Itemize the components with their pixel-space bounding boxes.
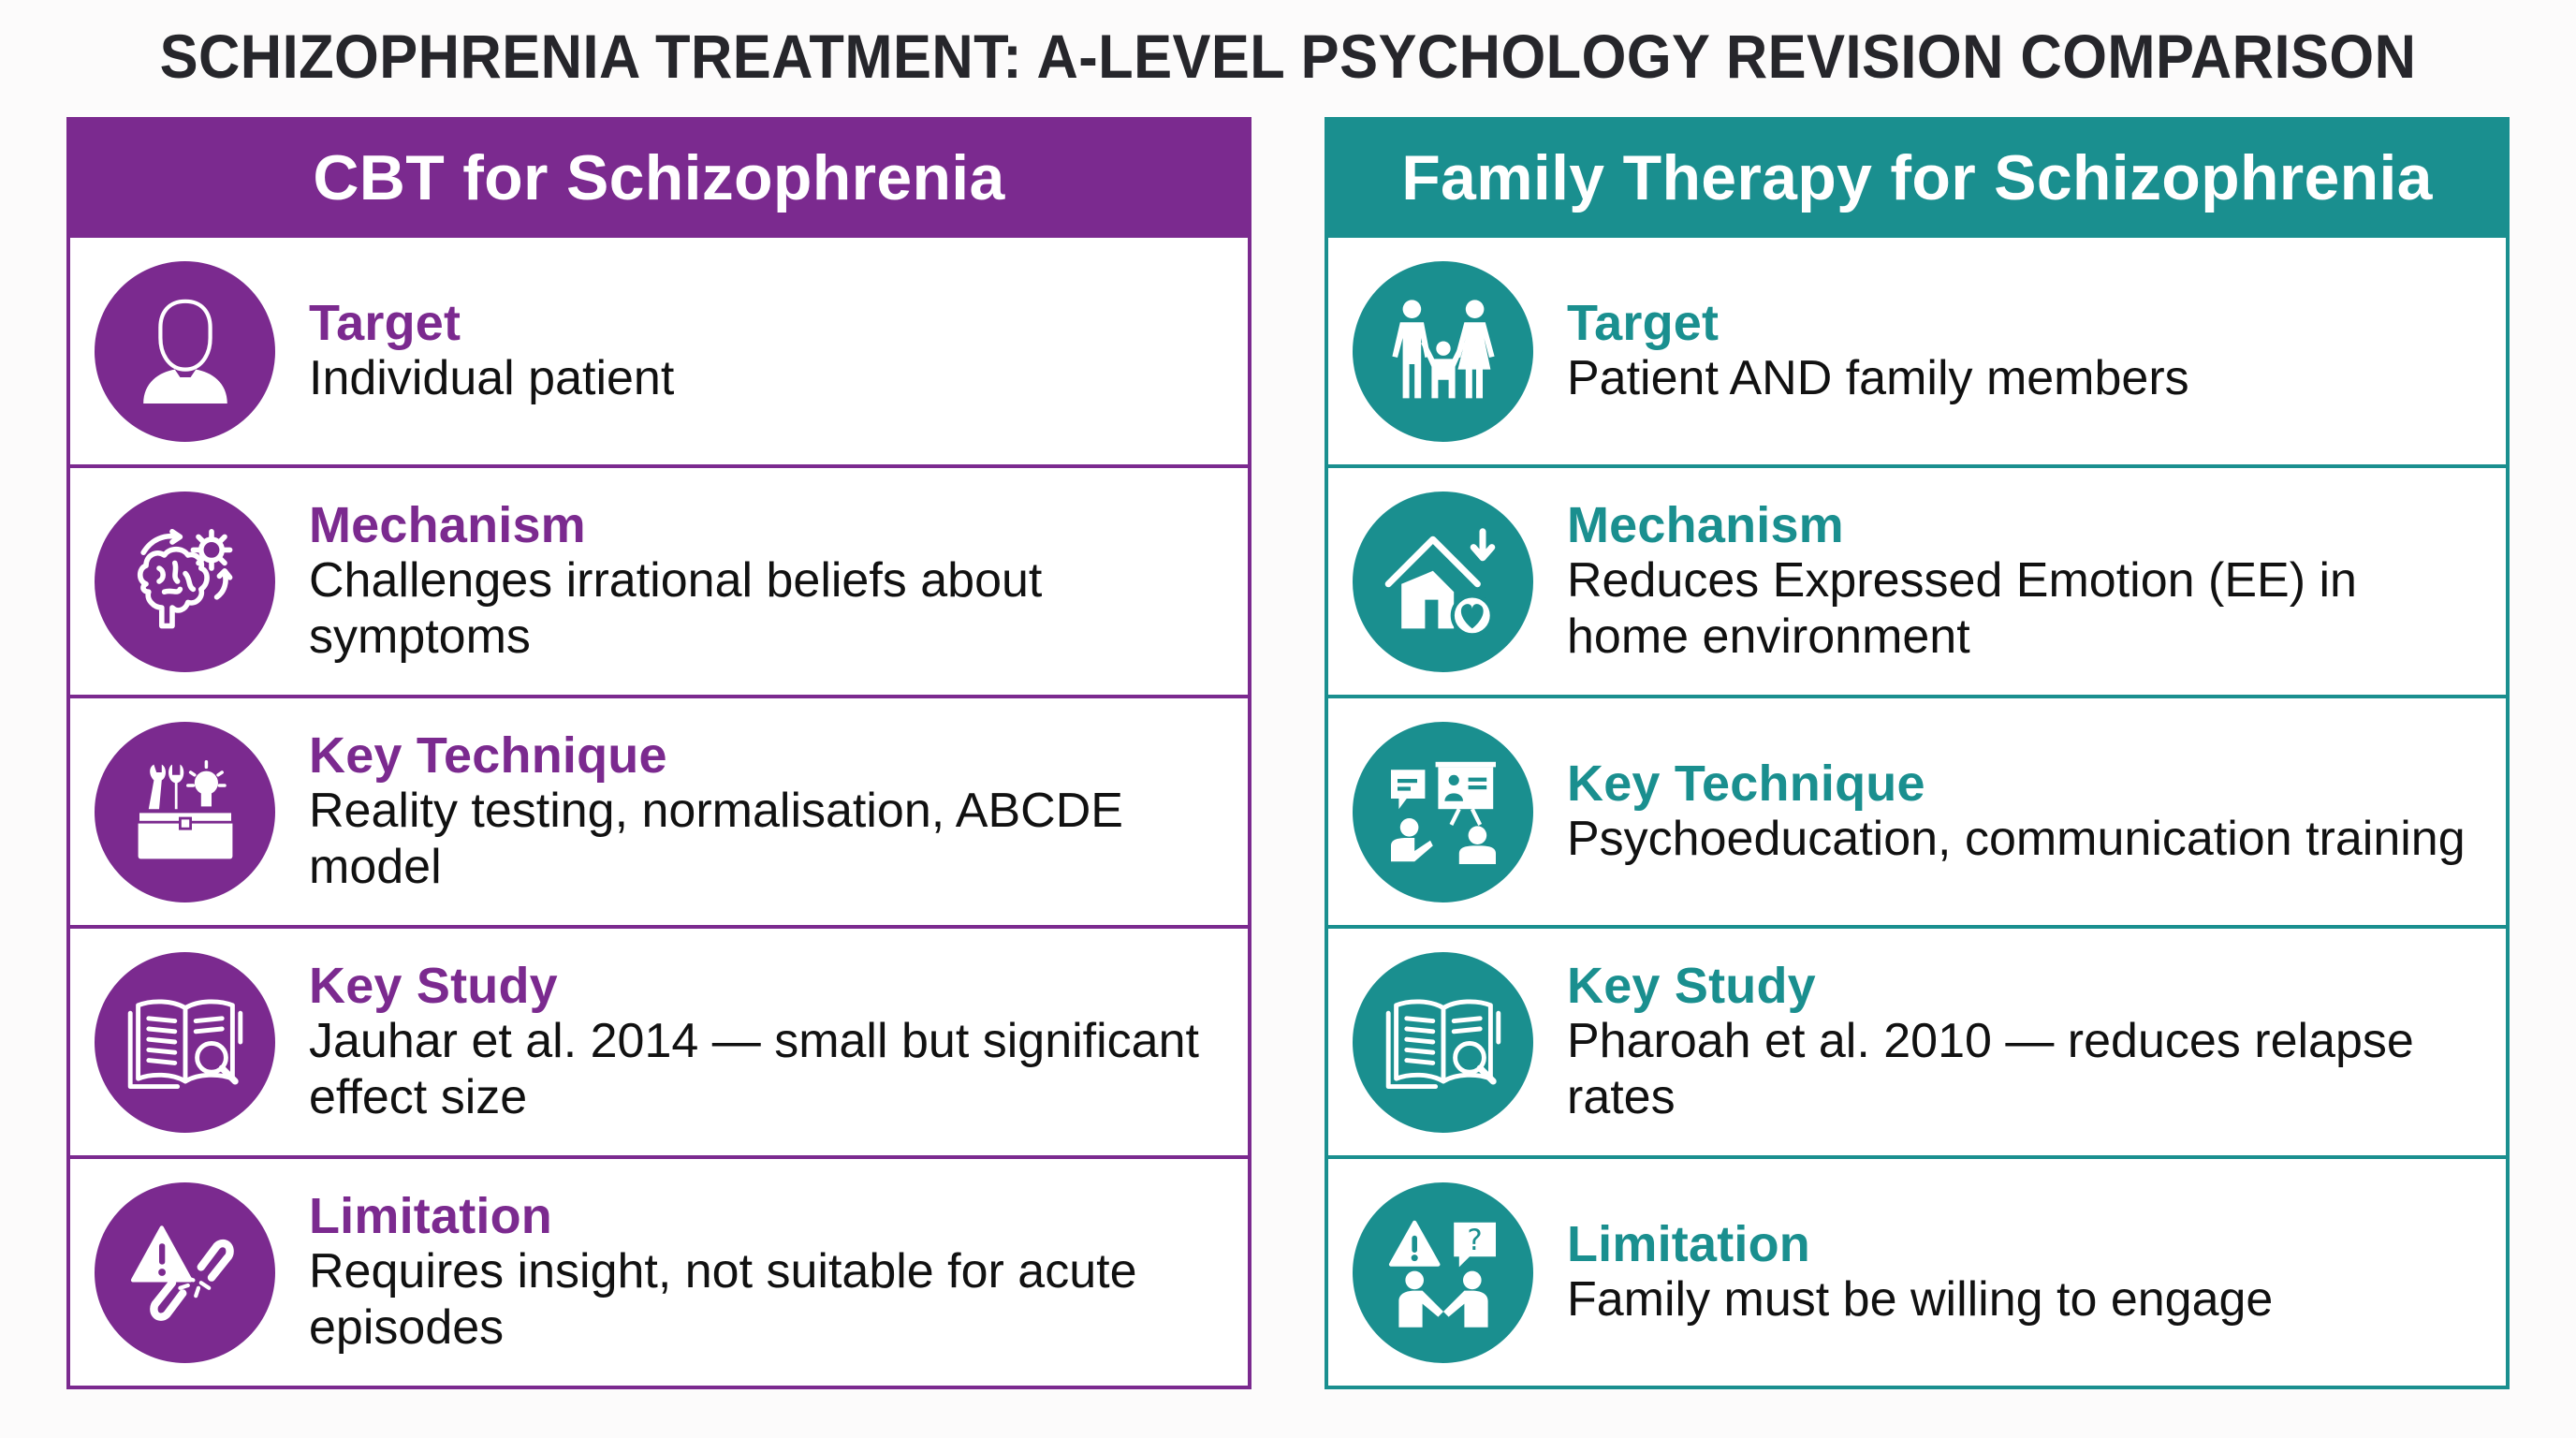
cbt-rows: Target Individual patient Mechanism [70,234,1248,1386]
book-magnifier-icon [1353,951,1533,1133]
cbt-row-key-technique: Key Technique Reality testing, normalisa… [70,695,1248,925]
row-value: Reduces Expressed Emotion (EE) in home e… [1567,553,2357,665]
family-row-mechanism: Mechanism Reduces Expressed Emotion (EE)… [1328,464,2506,695]
warning-broken-link-icon [95,1181,275,1363]
warning-question-handshake-icon: ? [1353,1181,1533,1363]
family-therapy-panel-heading: Family Therapy for Schizophrenia [1328,121,2506,234]
family-row-target: Target Patient AND family members [1328,234,2506,464]
row-value: Psychoeducation, communication training [1567,812,2466,867]
row-label: Key Technique [309,726,667,784]
book-magnifier-icon [95,951,275,1133]
family-therapy-rows: Target Patient AND family members Mechan… [1328,234,2506,1386]
family-row-key-technique: Key Technique Psychoeducation, communica… [1328,695,2506,925]
family-row-limitation: ? Limitation Family must be willing to e… [1328,1155,2506,1386]
row-value: Family must be willing to engage [1567,1272,2274,1328]
row-label: Limitation [309,1187,552,1244]
person-icon [95,260,275,442]
cbt-panel-heading: CBT for Schizophrenia [70,121,1248,234]
row-value: Patient AND family members [1567,351,2189,406]
row-label: Target [309,294,461,351]
family-row-key-study: Key Study Pharoah et al. 2010 — reduces … [1328,925,2506,1155]
brain-gears-icon [95,491,275,672]
family-therapy-panel: Family Therapy for Schizophrenia Target … [1325,117,2510,1389]
row-value: Individual patient [309,351,675,406]
cbt-row-target: Target Individual patient [70,234,1248,464]
cbt-row-key-study: Key Study Jauhar et al. 2014 — small but… [70,925,1248,1155]
cbt-row-mechanism: Mechanism Challenges irrational beliefs … [70,464,1248,695]
row-value: Reality testing, normalisation, ABCDE mo… [309,784,1123,895]
cbt-row-limitation: Limitation Requires insight, not suitabl… [70,1155,1248,1386]
row-label: Mechanism [309,496,586,553]
row-label: Mechanism [1567,496,1844,553]
svg-text:?: ? [1467,1224,1482,1257]
home-heart-icon [1353,491,1533,672]
presentation-conversation-icon [1353,721,1533,902]
row-value: Challenges irrational beliefs about symp… [309,553,1043,665]
row-value: Jauhar et al. 2014 — small but significa… [309,1014,1199,1125]
page-title: SCHIZOPHRENIA TREATMENT: A-LEVEL PSYCHOL… [159,22,2417,91]
toolbox-lightbulb-icon [95,721,275,902]
row-label: Target [1567,294,1720,351]
row-label: Key Technique [1567,755,1925,812]
row-label: Key Study [309,957,558,1014]
row-value: Requires insight, not suitable for acute… [309,1244,1137,1356]
family-icon [1353,260,1533,442]
cbt-panel: CBT for Schizophrenia Target Individual … [66,117,1251,1389]
row-label: Limitation [1567,1215,1810,1272]
row-value: Pharoah et al. 2010 — reduces relapse ra… [1567,1014,2414,1125]
row-label: Key Study [1567,957,1816,1014]
